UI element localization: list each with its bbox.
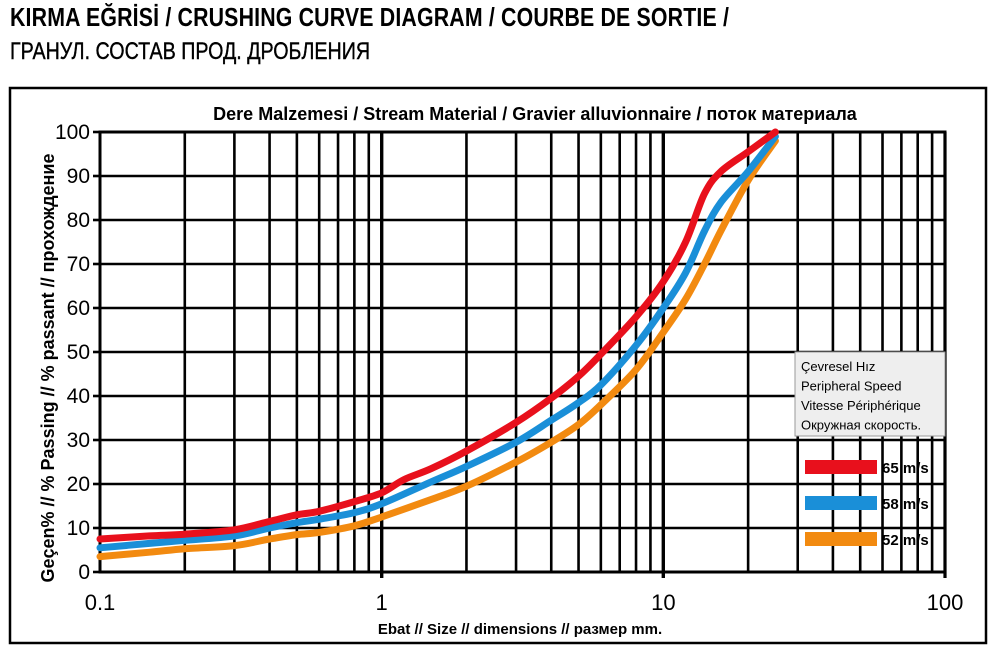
- series-line-52-m-s: [96, 137, 779, 561]
- legend-title-line: Окружная скорость.: [801, 418, 921, 433]
- series-line-58-m-s: [96, 132, 779, 552]
- x-axis-label: Ebat // Size // dimensions // размер mm.: [378, 621, 662, 638]
- legend-label: 58 m/s: [882, 496, 929, 513]
- y-tick-label: 0: [78, 561, 90, 584]
- series-lines: [96, 128, 779, 561]
- legend-label: 52 m/s: [882, 532, 929, 549]
- y-tick-label: 70: [67, 253, 90, 276]
- legend-title-box: [794, 351, 946, 437]
- legend-swatch: [805, 532, 877, 546]
- legend: Çevresel Hız Peripheral Speed Vitesse Péri…: [794, 351, 946, 549]
- x-tick-label: 1: [376, 590, 388, 615]
- y-tick-label: 80: [67, 209, 90, 232]
- y-tick-label: 50: [67, 341, 90, 364]
- y-tick-label: 40: [67, 385, 90, 408]
- y-axis-label: Geçen% // % Passing // % passant // прох…: [38, 154, 58, 583]
- legend-title-line: Peripheral Speed: [801, 379, 901, 394]
- y-tick-label: 60: [67, 297, 90, 320]
- y-tick-label: 20: [67, 473, 90, 496]
- legend-title-line: Çevresel Hız: [801, 359, 875, 374]
- series-line-65-m-s: [96, 128, 779, 543]
- y-tick-label: 10: [67, 517, 90, 540]
- legend-title-line: Vitesse Périphérique: [801, 398, 921, 413]
- y-tick-label: 30: [67, 429, 90, 452]
- y-tick-labels: 0 10 20 30 40 50 60 70 80 90 100: [55, 121, 100, 584]
- x-tick-labels: 0.1 1 10 100: [85, 590, 964, 615]
- y-tick-label: 100: [55, 121, 90, 144]
- x-tick-label: 10: [651, 590, 675, 615]
- legend-swatch: [805, 460, 877, 474]
- heading-line-2: ГРАНУЛ. СОСТАВ ПРОД. ДРОБЛЕНИЯ: [10, 38, 371, 65]
- y-tick-label: 90: [67, 165, 90, 188]
- x-tick-label: 100: [927, 590, 964, 615]
- chart-title: Dere Malzemesi / Stream Material / Gravi…: [213, 104, 858, 124]
- legend-label: 65 m/s: [882, 460, 929, 477]
- heading-line-1: KIRMA EĞRİSİ / CRUSHING CURVE DIAGRAM / …: [10, 2, 730, 32]
- legend-swatch: [805, 496, 877, 510]
- x-tick-label: 0.1: [85, 590, 116, 615]
